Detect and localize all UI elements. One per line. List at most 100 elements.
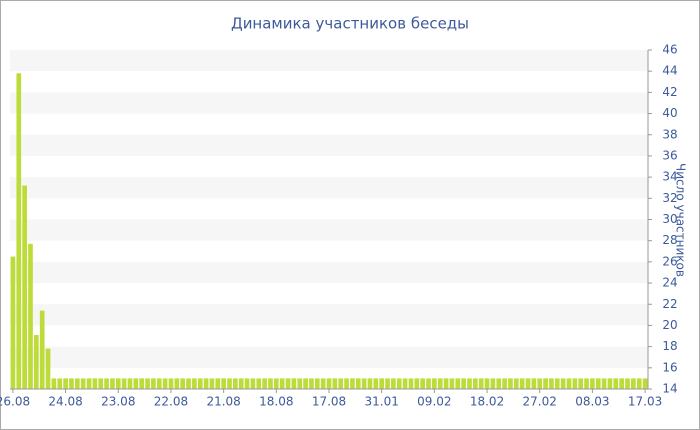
grid-band: [10, 261, 648, 284]
bar: [636, 378, 642, 389]
bar: [455, 378, 461, 389]
x-tick-label: 21.08: [206, 395, 240, 409]
bar: [572, 378, 578, 389]
bar: [490, 378, 496, 389]
bar: [396, 378, 402, 389]
bar: [209, 378, 215, 389]
x-tick-label: 23.08: [101, 395, 135, 409]
bar: [233, 378, 238, 389]
bar: [127, 378, 133, 389]
bar: [519, 378, 525, 389]
bar: [297, 378, 303, 389]
y-tick-label: 46: [662, 43, 677, 57]
bar: [338, 378, 344, 389]
bar: [631, 378, 636, 389]
bar: [28, 243, 33, 389]
bar: [285, 378, 291, 389]
bar: [33, 334, 39, 389]
bar: [279, 378, 285, 389]
bar: [197, 378, 203, 389]
bar: [121, 378, 127, 389]
bar: [262, 378, 267, 389]
bar: [57, 378, 63, 389]
bar: [238, 378, 244, 389]
bar: [355, 378, 361, 389]
bar: [215, 378, 221, 389]
bar: [174, 378, 180, 389]
bar: [367, 378, 373, 389]
bar: [186, 378, 191, 389]
bar: [478, 378, 484, 389]
bar: [502, 378, 507, 389]
bar: [613, 378, 619, 389]
bar: [69, 378, 74, 389]
bar: [10, 256, 16, 389]
bar: [361, 378, 367, 389]
bar: [525, 378, 531, 389]
x-tick-label: 17.08: [312, 395, 346, 409]
bar: [391, 378, 396, 389]
bar: [432, 378, 437, 389]
bar: [590, 378, 595, 389]
y-tick-label: 32: [662, 191, 677, 205]
bar: [584, 378, 589, 389]
bar: [326, 378, 332, 389]
x-tick-label: 18.08: [259, 395, 293, 409]
bar: [566, 378, 572, 389]
bar: [244, 378, 250, 389]
x-tick-label: 24.08: [48, 395, 82, 409]
bar: [443, 378, 449, 389]
bar: [115, 378, 121, 389]
bar: [63, 378, 68, 389]
bar: [537, 378, 543, 389]
y-axis-label: Число участников: [674, 163, 688, 277]
bar: [595, 378, 601, 389]
bar: [268, 378, 273, 389]
bar: [45, 348, 51, 389]
y-tick-label: 42: [662, 85, 677, 99]
chart-title: Динамика участников беседы: [231, 15, 469, 33]
bar: [162, 378, 168, 389]
x-tick-label: 17.03: [628, 395, 662, 409]
y-tick-label: 36: [662, 148, 677, 162]
bar: [168, 378, 174, 389]
bar: [607, 378, 613, 389]
bar: [619, 378, 625, 389]
grid-band: [10, 134, 648, 156]
bar: [373, 378, 379, 389]
bar: [461, 378, 466, 389]
bar: [467, 378, 472, 389]
y-tick-label: 22: [662, 297, 677, 311]
bar: [601, 378, 607, 389]
bar: [332, 378, 338, 389]
bar: [344, 378, 349, 389]
bar: [420, 378, 425, 389]
y-tick-label: 16: [662, 360, 677, 374]
bar: [309, 378, 314, 389]
bar: [221, 378, 226, 389]
bar: [350, 378, 355, 389]
y-tick-label: 44: [662, 64, 677, 78]
bar: [250, 378, 256, 389]
bar: [180, 378, 186, 389]
bar: [513, 378, 519, 389]
x-tick-label: 27.02: [523, 395, 557, 409]
grid-band: [10, 346, 648, 368]
bar: [496, 378, 502, 389]
bar: [560, 378, 566, 389]
bar: [426, 378, 431, 389]
x-tick-label: 09.02: [417, 395, 451, 409]
x-tick-label: 08.03: [575, 395, 609, 409]
bar: [104, 378, 109, 389]
bar: [139, 378, 145, 389]
x-tick-label: 26.08: [0, 395, 30, 409]
bar: [484, 378, 490, 389]
bar: [92, 378, 98, 389]
bar: [80, 378, 86, 389]
bar: [508, 378, 513, 389]
bar: [578, 378, 584, 389]
bar: [151, 378, 156, 389]
bar: [554, 378, 560, 389]
bar: [379, 378, 385, 389]
y-tick-label: 38: [662, 127, 677, 141]
